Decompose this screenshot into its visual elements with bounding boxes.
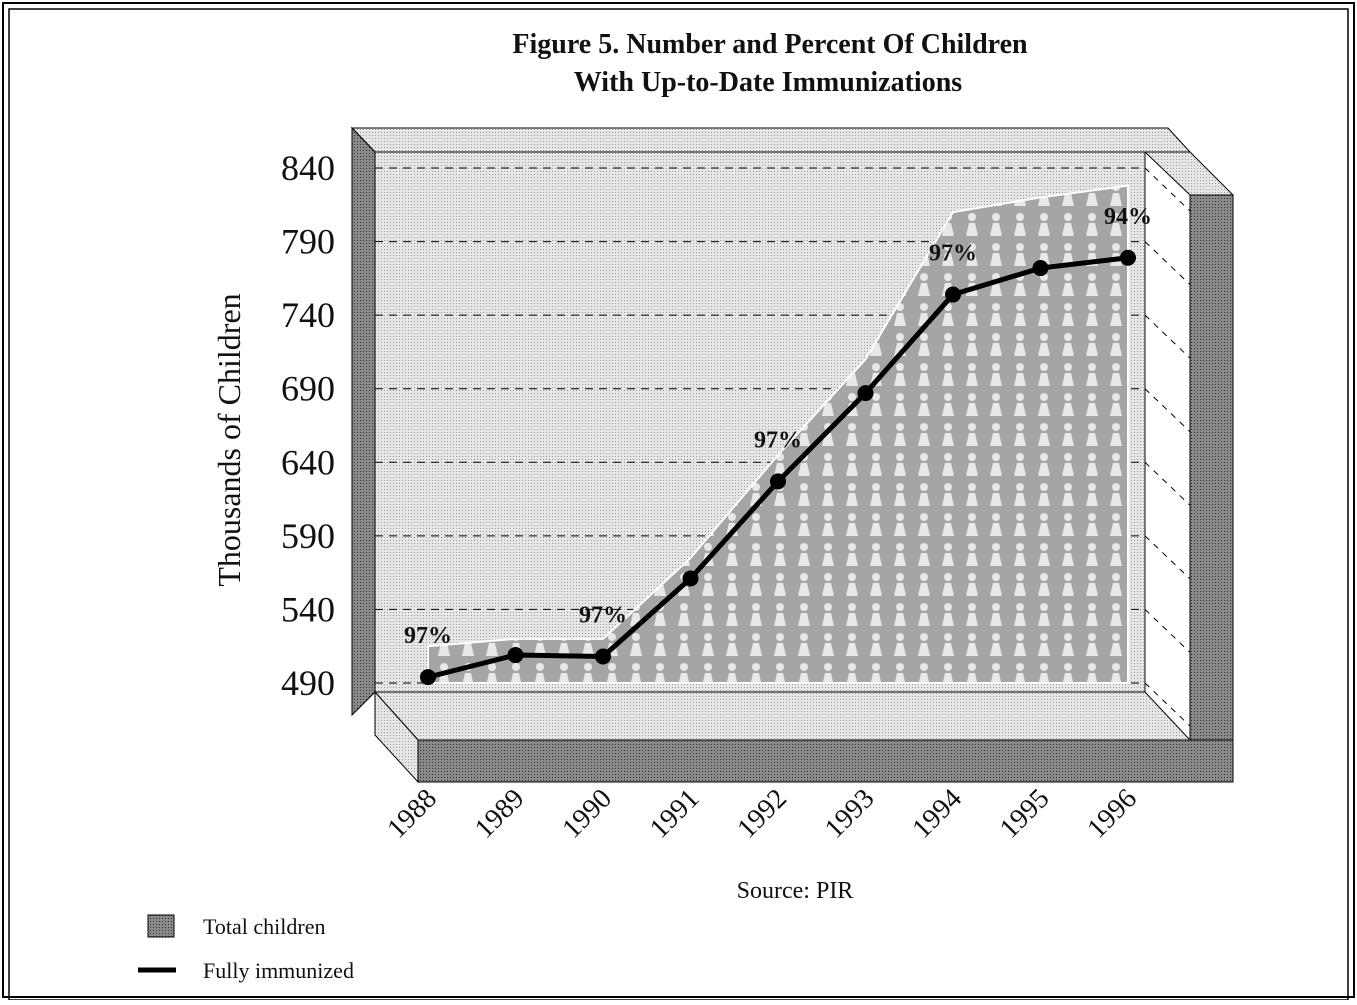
- legend-swatch: [148, 915, 174, 937]
- x-tick-label: 1993: [819, 783, 881, 845]
- grid-line-side: [1145, 242, 1190, 285]
- x-tick-label: 1994: [906, 783, 968, 845]
- x-tick-label: 1996: [1081, 783, 1143, 845]
- line-marker: [420, 669, 436, 685]
- x-tick-label: 1988: [381, 783, 443, 845]
- percent-label: 97%: [929, 241, 977, 267]
- floor: [375, 692, 1190, 740]
- line-marker: [945, 287, 961, 303]
- y-tick-label: 790: [281, 222, 335, 262]
- x-tick-label: 1990: [556, 783, 618, 845]
- percent-label: 97%: [579, 603, 627, 629]
- grid-line-side: [1145, 462, 1190, 505]
- legend-label: Fully immunized: [203, 958, 354, 983]
- y-tick-label: 640: [281, 442, 335, 482]
- line-marker: [1120, 250, 1136, 266]
- legend: Total children Fully immunized: [138, 914, 354, 983]
- floor-front: [418, 740, 1233, 782]
- chart-title: Figure 5. Number and Percent Of Children: [512, 29, 1028, 60]
- top-wall: [352, 128, 1190, 152]
- percent-label: 97%: [404, 623, 452, 649]
- right-wall: [1190, 195, 1233, 740]
- line-marker: [858, 385, 874, 401]
- line-marker: [770, 473, 786, 489]
- left-wall: [352, 128, 375, 715]
- percent-label: 94%: [1104, 204, 1152, 230]
- grid-line-side: [1145, 609, 1190, 652]
- chart-title: With Up-to-Date Immunizations: [574, 67, 962, 98]
- x-tick-label: 1995: [994, 783, 1056, 845]
- right-top: [1145, 152, 1233, 195]
- y-tick-label: 840: [281, 148, 335, 188]
- line-marker: [595, 649, 611, 665]
- y-tick-label: 490: [281, 663, 335, 703]
- x-tick-label: 1991: [644, 783, 706, 845]
- y-tick-label: 540: [281, 589, 335, 629]
- x-tick-label: 1989: [469, 783, 531, 845]
- line-marker: [683, 571, 699, 587]
- source: Source: PIR: [737, 878, 854, 904]
- y-tick-label: 690: [281, 369, 335, 409]
- y-axis-label: Thousands of Children: [211, 293, 247, 586]
- line-marker: [1033, 260, 1049, 276]
- grid-line-side: [1145, 315, 1190, 358]
- grid-line-side: [1145, 536, 1190, 579]
- y-tick-label: 590: [281, 516, 335, 556]
- chart: Figure 5. Number and Percent Of Children…: [0, 0, 1357, 1000]
- grid-line-side: [1145, 389, 1190, 432]
- percent-label: 97%: [754, 427, 802, 453]
- x-tick-label: 1992: [731, 783, 793, 845]
- y-tick-label: 740: [281, 295, 335, 335]
- legend-label: Total children: [203, 914, 325, 939]
- line-marker: [508, 647, 524, 663]
